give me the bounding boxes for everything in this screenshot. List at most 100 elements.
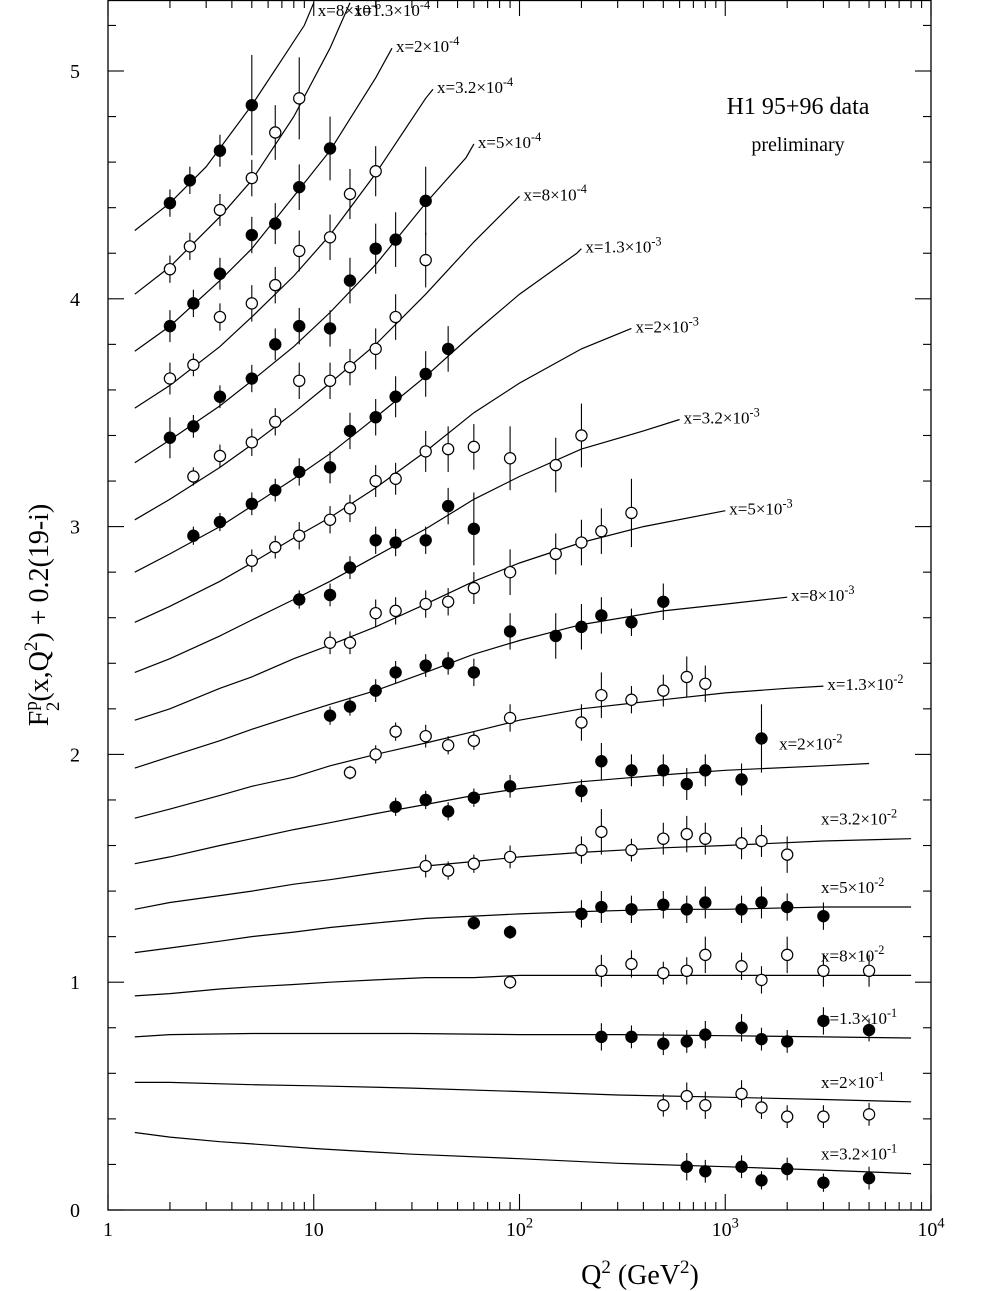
- open-data-point: [657, 684, 670, 697]
- filled-data-point: [369, 684, 382, 697]
- open-data-point: [343, 766, 357, 779]
- open-data-point: [595, 688, 608, 702]
- filled-data-point: [755, 896, 768, 909]
- filled-data-point: [213, 267, 227, 280]
- curve-label: x=3.2×10-4: [437, 75, 513, 97]
- filled-data-point: [595, 1030, 608, 1044]
- filled-data-point: [817, 1014, 830, 1028]
- filled-data-point: [323, 322, 337, 335]
- open-data-point: [163, 372, 177, 385]
- x-axis-title: Q2 (GeV2): [581, 1257, 699, 1291]
- y-axis-title: Fp2(x,Q2) + 0.2(19-i): [21, 504, 64, 727]
- filled-data-point: [323, 709, 337, 722]
- open-data-point: [389, 310, 402, 324]
- curve-label: x=8×10-5: [318, 0, 381, 20]
- open-data-point: [269, 126, 282, 139]
- open-data-point: [183, 240, 197, 253]
- filled-data-point: [680, 1160, 693, 1173]
- curve-label: x=1.3×10-2: [827, 672, 903, 694]
- curve-label: x=5×10-3: [729, 497, 792, 519]
- filled-data-point: [575, 784, 588, 798]
- filled-data-point: [419, 659, 432, 672]
- open-data-point: [269, 278, 282, 292]
- filled-data-point: [293, 593, 306, 606]
- open-data-point: [419, 729, 432, 743]
- annotation-title: H1 95+96 data: [727, 94, 870, 120]
- open-data-point: [163, 262, 177, 276]
- filled-data-point: [323, 588, 337, 602]
- x-tick-label: 1: [103, 1219, 113, 1241]
- open-data-point: [780, 948, 794, 962]
- open-data-point: [575, 536, 588, 549]
- filled-data-point: [699, 1028, 712, 1041]
- fit-curve: [134, 143, 475, 464]
- filled-data-point: [187, 420, 200, 433]
- open-data-point: [657, 966, 670, 980]
- y-tick-label: 3: [70, 517, 80, 539]
- filled-data-point: [213, 515, 227, 529]
- open-data-point: [699, 948, 712, 962]
- open-data-point: [625, 506, 638, 520]
- curve-label: x=2×10-2: [779, 731, 842, 753]
- open-data-point: [419, 445, 432, 458]
- filled-data-point: [680, 903, 693, 916]
- open-data-point: [323, 636, 337, 649]
- open-data-point: [755, 1101, 768, 1114]
- open-data-point: [862, 1108, 876, 1121]
- filled-data-point: [293, 180, 306, 194]
- filled-data-point: [575, 907, 588, 921]
- filled-data-point: [389, 666, 402, 679]
- curve-label: x=3.2×10-1: [821, 1141, 897, 1163]
- curve-label: x=2×10-1: [821, 1070, 884, 1092]
- filled-data-point: [419, 534, 432, 547]
- open-data-point: [467, 581, 481, 595]
- filled-data-point: [755, 1174, 768, 1187]
- filled-data-point: [503, 925, 517, 939]
- fit-curve: [134, 906, 912, 954]
- open-data-point: [293, 374, 306, 388]
- filled-data-point: [735, 1021, 748, 1034]
- open-data-point: [817, 964, 830, 978]
- open-data-point: [503, 452, 517, 465]
- curve-label: x=5×10-2: [821, 875, 884, 897]
- filled-data-point: [862, 1171, 876, 1185]
- curve-label: x=2×10-4: [396, 34, 459, 56]
- filled-data-point: [699, 764, 712, 777]
- filled-data-point: [862, 1023, 876, 1037]
- filled-data-point: [389, 536, 402, 549]
- open-data-point: [503, 850, 517, 864]
- open-data-point: [595, 524, 608, 538]
- curve-label: x=5×10-4: [478, 130, 541, 152]
- open-data-point: [503, 976, 517, 989]
- open-data-point: [699, 1099, 712, 1112]
- filled-data-point: [163, 196, 177, 210]
- filled-data-point: [780, 1035, 794, 1048]
- filled-data-point: [389, 233, 402, 246]
- open-data-point: [419, 253, 432, 267]
- open-data-point: [245, 554, 259, 567]
- filled-data-point: [369, 534, 382, 547]
- curve-label: x=1.3×10-3: [585, 235, 661, 257]
- filled-data-point: [735, 1160, 748, 1173]
- open-data-point: [735, 960, 748, 973]
- fit-curve: [134, 327, 632, 623]
- filled-data-point: [343, 424, 357, 438]
- open-data-point: [293, 529, 306, 542]
- filled-data-point: [323, 142, 337, 155]
- open-data-point: [369, 342, 382, 356]
- open-data-point: [213, 203, 227, 217]
- filled-data-point: [419, 367, 432, 381]
- open-data-point: [657, 832, 670, 845]
- fit-curve: [134, 1131, 912, 1175]
- filled-data-point: [369, 242, 382, 255]
- fit-curve: [134, 1032, 912, 1039]
- fit-curve: [134, 195, 520, 521]
- data-points: [163, 55, 876, 1192]
- filled-data-point: [213, 144, 227, 157]
- filled-data-point: [163, 319, 177, 333]
- filled-data-point: [780, 1162, 794, 1176]
- filled-data-point: [269, 483, 282, 497]
- open-data-point: [780, 1110, 794, 1123]
- open-data-point: [467, 857, 481, 870]
- open-data-point: [680, 827, 693, 841]
